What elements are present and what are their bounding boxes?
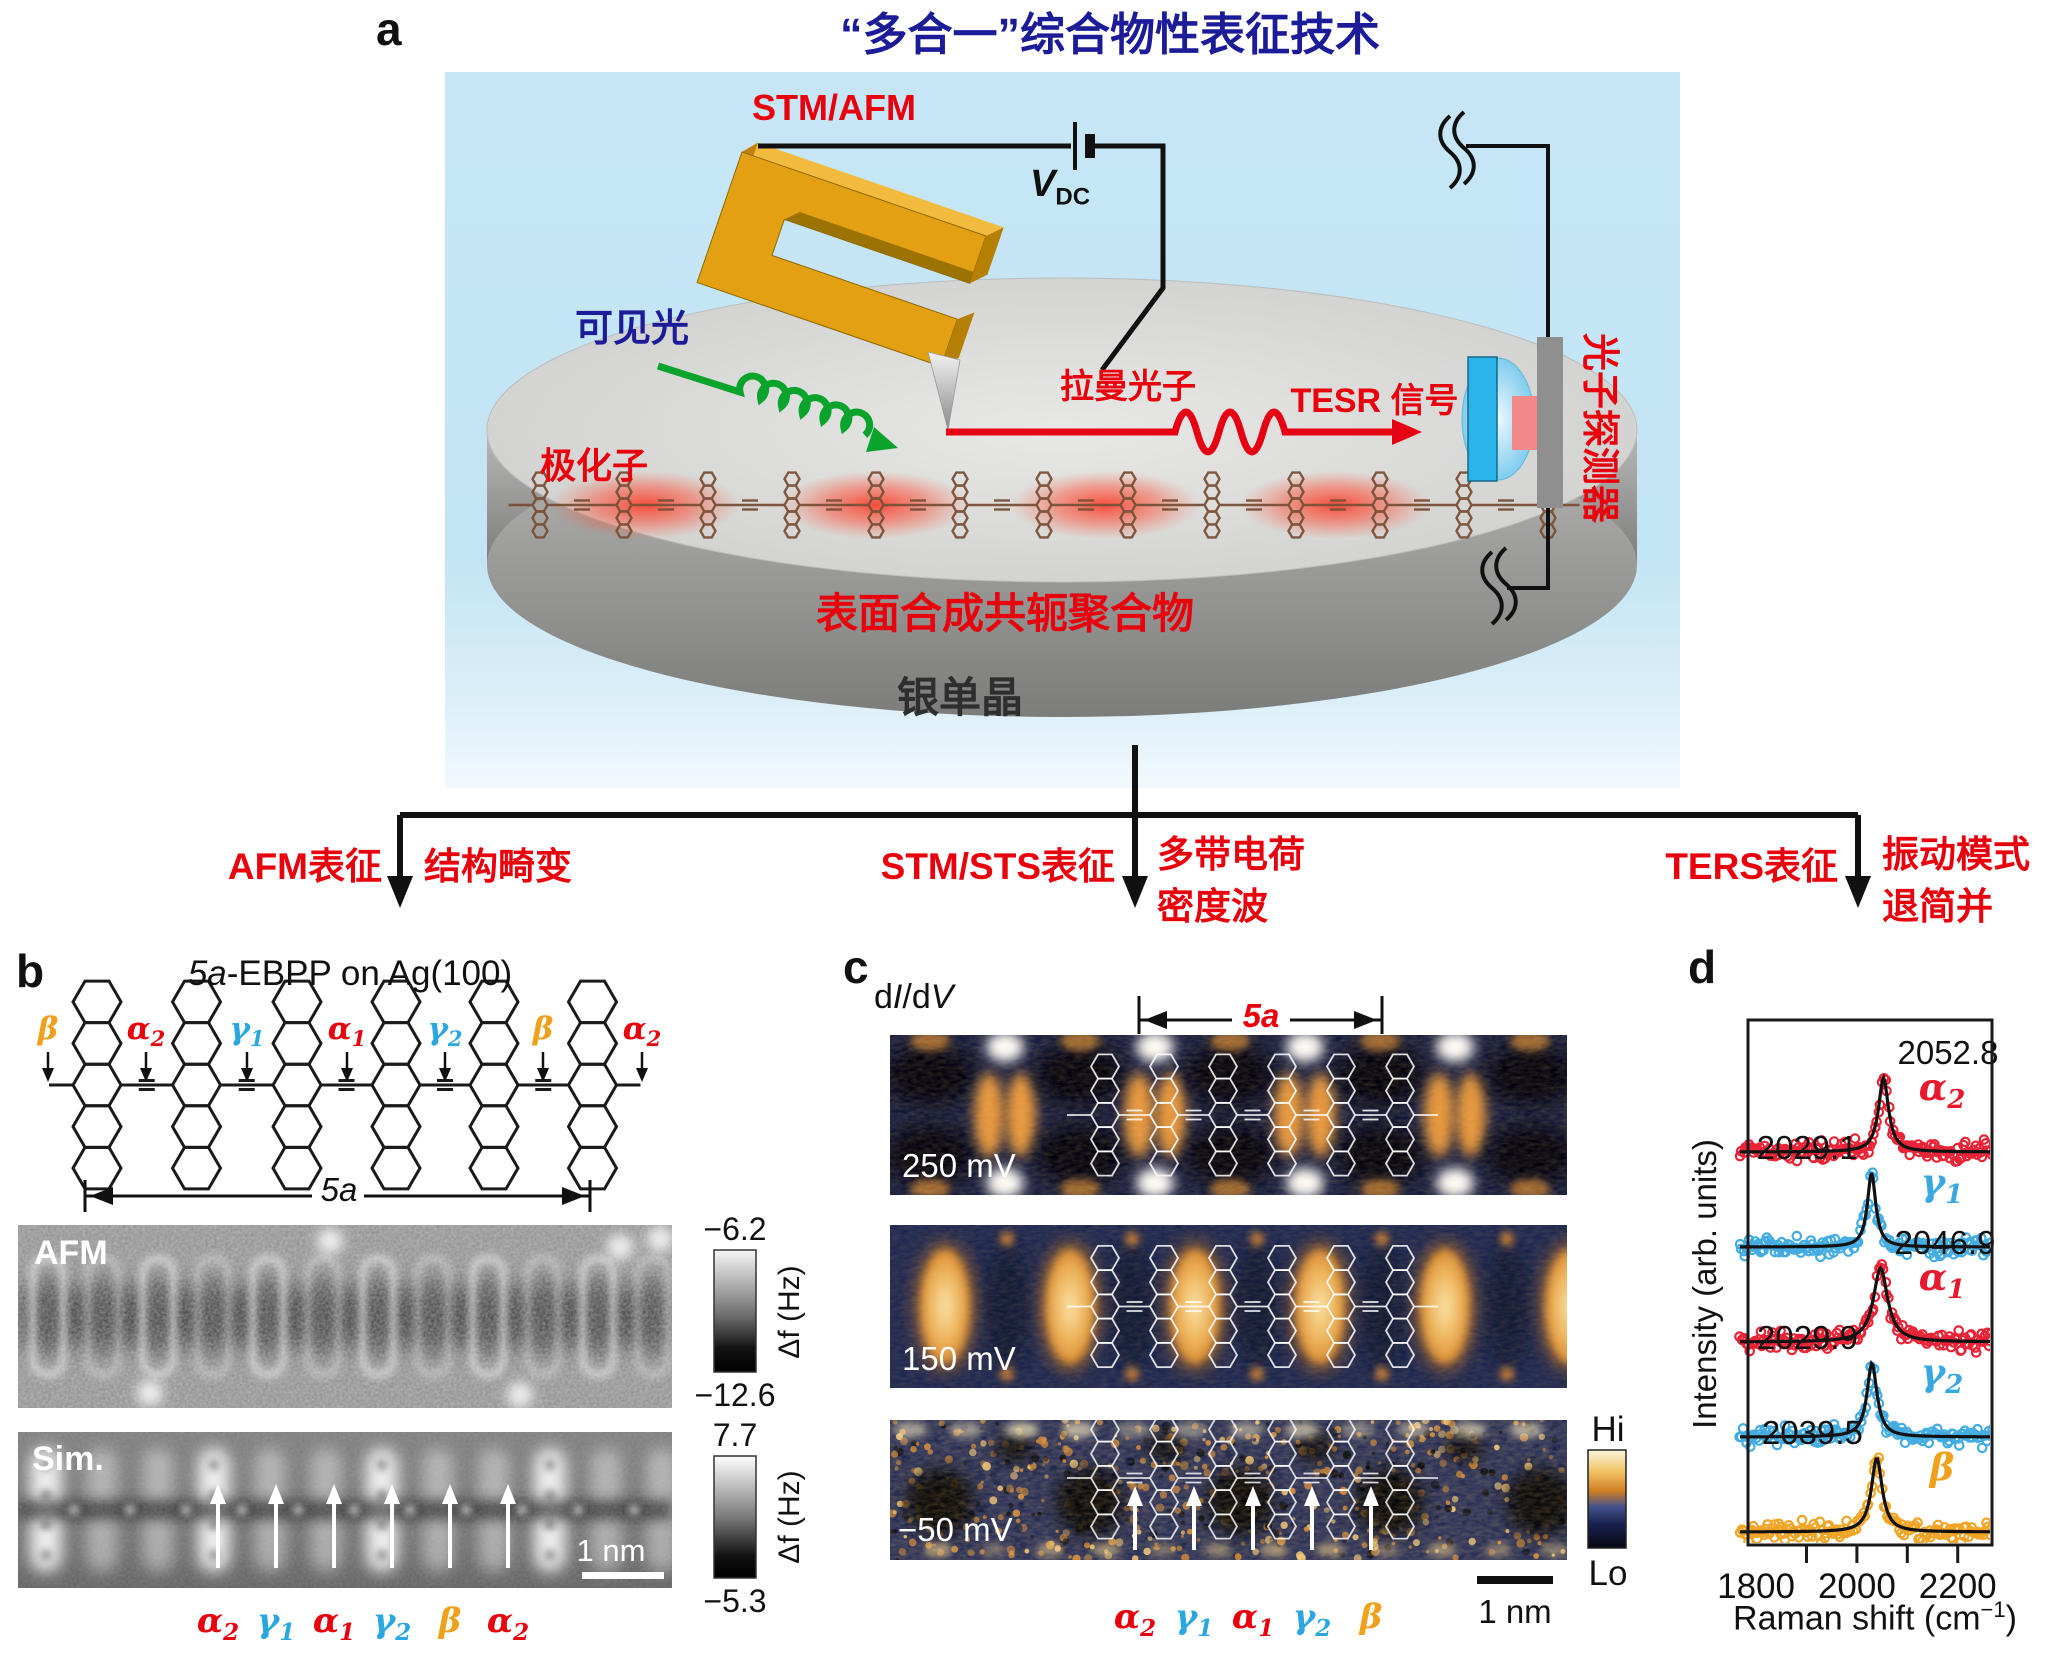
panel-c-label: c <box>843 941 869 993</box>
lorentzian-fit <box>1739 1073 1990 1154</box>
substrate-label: 银单晶 <box>896 674 1023 721</box>
site-marker-label: γ2 <box>1292 1597 1332 1642</box>
peak-value-label: 2039.5 <box>1762 1414 1863 1451</box>
visible-light-arrow <box>656 362 874 438</box>
polaron-label: 极化子 <box>540 445 649 486</box>
site-marker-label: γ1 <box>1174 1597 1214 1642</box>
vdc-label: VDC <box>1030 163 1091 211</box>
series-label: α1 <box>1919 1255 1966 1305</box>
series-label: β <box>1928 1445 1955 1489</box>
colorbar-lo-label: Lo <box>1588 1554 1628 1593</box>
branch-ters-method: TERS表征 <box>1665 846 1838 887</box>
scalebar-label-b: 1 nm <box>576 1533 646 1568</box>
stm-tip <box>927 351 961 431</box>
sim-image <box>18 1432 672 1588</box>
didv-map-250mv <box>890 1035 1567 1195</box>
bias-label-250mv: 250 mV <box>902 1147 1016 1184</box>
visible-light-label: 可见光 <box>575 308 690 350</box>
x-tick-label: 2000 <box>1818 1567 1896 1606</box>
site-marker-label: α1 <box>1231 1597 1275 1642</box>
bond-label: α1 <box>327 1011 367 1052</box>
didv-label: dI/dV <box>874 978 954 1016</box>
bias-label-150mv: 150 mV <box>902 1340 1016 1377</box>
scalebar-label-c: 1 nm <box>1478 1593 1552 1630</box>
branch-sts-result-2: 密度波 <box>1157 886 1268 927</box>
peak-value-label: 2046.9 <box>1895 1224 1996 1261</box>
bond-label: γ1 <box>229 1011 265 1052</box>
panel-a-label: a <box>376 3 402 55</box>
filter-block <box>1512 396 1537 450</box>
sim-scale-max: 7.7 <box>712 1417 758 1453</box>
sim-peak-label: γ1 <box>256 1601 296 1646</box>
peak-value-label: 2052.8 <box>1898 1034 1999 1071</box>
bond-label: α2 <box>622 1011 662 1052</box>
series-label: α2 <box>1919 1065 1966 1115</box>
bond-label: α2 <box>126 1011 166 1052</box>
sim-peak-label: α2 <box>486 1601 530 1646</box>
panel-c-drawing <box>890 996 1627 1584</box>
branch-afm-method: AFM表征 <box>227 846 382 887</box>
unit-cell-span-label-c: 5a <box>1242 997 1280 1034</box>
bond-label: β <box>532 1011 554 1047</box>
panel-b-drawing <box>18 979 757 1588</box>
y-axis-label: Intensity (arb. units) <box>1686 1139 1723 1429</box>
x-tick-label: 1800 <box>1717 1567 1795 1606</box>
raman-photon-arrow <box>946 408 1396 456</box>
raman-photon-label: 拉曼光子 <box>1060 368 1196 406</box>
figure-title: “多合一”综合物性表征技术 <box>839 9 1380 60</box>
lorentzian-fit <box>1739 1265 1990 1344</box>
branch-ters-result-1: 振动模式 <box>1882 834 2030 875</box>
unit-cell-span-label-b: 5a <box>320 1171 358 1208</box>
site-marker-label: β <box>1359 1597 1383 1637</box>
photon-detector-bar <box>1537 337 1563 508</box>
site-marker-label: α2 <box>1113 1597 1157 1642</box>
lorentzian-fit <box>1739 1359 1990 1439</box>
stm-afm-label: STM/AFM <box>752 87 916 128</box>
series-label: γ1 <box>1921 1160 1964 1210</box>
afm-image <box>18 1225 672 1408</box>
qplus-sensor <box>696 142 1004 368</box>
peak-value-label: 2029.1 <box>1757 1129 1858 1166</box>
panel-b-label: b <box>16 945 45 997</box>
bond-label: β <box>37 1011 59 1047</box>
series-label: γ2 <box>1921 1350 1964 1400</box>
x-tick-label: 2200 <box>1919 1567 1997 1606</box>
branch-afm-result: 结构畸变 <box>424 846 572 887</box>
panel-d-label: d <box>1688 941 1717 993</box>
sim-peak-label: γ2 <box>372 1601 412 1646</box>
sim-peak-label: α1 <box>312 1601 356 1646</box>
tesr-signal-label: TESR 信号 <box>1290 382 1459 420</box>
x-axis-label: Raman shift (cm−1) <box>1733 1597 2017 1638</box>
branch-sts-method: STM/STS表征 <box>880 846 1115 887</box>
branch-sts-result-1: 多带电荷 <box>1157 834 1305 875</box>
branch-ters-result-2: 退简并 <box>1882 886 1993 927</box>
panel-b-title: 5a-EBPP on Ag(100) <box>187 954 513 993</box>
bond-label: γ2 <box>427 1011 463 1052</box>
sim-peak-label: α2 <box>196 1601 240 1646</box>
collection-lens <box>1467 356 1498 482</box>
polymer-label: 表面合成共轭聚合物 <box>815 590 1194 637</box>
bias-label-neg50mv: −50 mV <box>898 1511 1013 1548</box>
lorentzian-fit <box>1739 1172 1990 1249</box>
colorbar-hi-label: Hi <box>1591 1410 1625 1449</box>
afm-scale-max: −6.2 <box>703 1211 767 1247</box>
afm-image-label: AFM <box>34 1234 108 1272</box>
peak-value-label: 2029.9 <box>1757 1319 1858 1356</box>
lorentzian-fit <box>1739 1457 1990 1534</box>
sim-image-label: Sim. <box>32 1440 104 1478</box>
sim-peak-label: β <box>438 1601 462 1641</box>
afm-scale-min: −12.6 <box>694 1377 776 1413</box>
didv-map-neg50mv <box>890 1420 1567 1560</box>
schematic-drawing <box>387 110 1871 908</box>
sim-scale-min: −5.3 <box>703 1583 767 1619</box>
